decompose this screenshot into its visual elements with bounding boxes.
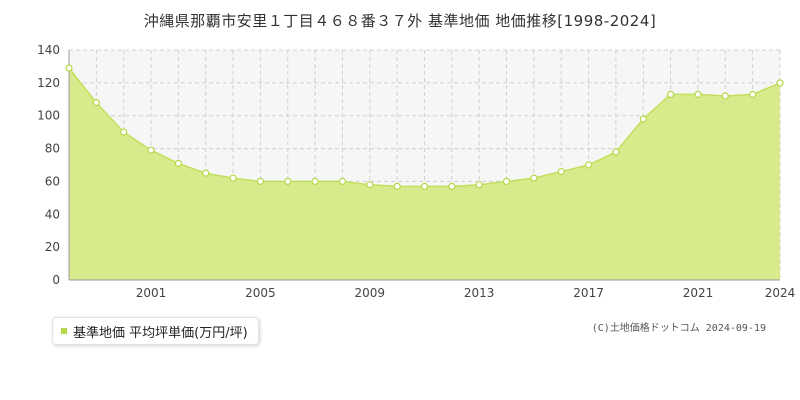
series-area <box>69 68 780 280</box>
x-tick-label: 2021 <box>683 286 714 300</box>
data-point <box>557 168 565 176</box>
credit-text: (C)土地価格ドットコム 2024-09-19 <box>591 323 766 334</box>
data-point <box>584 161 593 169</box>
data-point <box>147 146 155 154</box>
x-tick-label: 2001 <box>136 286 167 300</box>
y-tick-label: 140 <box>37 43 60 57</box>
y-tick-label: 40 <box>45 207 60 221</box>
y-tick-label: 100 <box>37 109 60 123</box>
data-point <box>311 177 319 185</box>
data-point <box>448 182 456 190</box>
data-point <box>366 181 374 189</box>
x-tick-label: 2009 <box>355 286 386 300</box>
x-tick-label: 2005 <box>245 286 276 300</box>
data-point <box>749 90 757 99</box>
legend: 基準地価 平均坪単価(万円/坪) <box>52 317 259 345</box>
data-point <box>174 159 182 167</box>
area-chart: 0 20 40 60 80 100 120 140 2001 2005 2009 2013 2017 20… <box>37 43 796 300</box>
legend-swatch <box>61 328 67 334</box>
data-point <box>612 148 620 156</box>
data-point <box>393 182 401 190</box>
data-point <box>202 169 210 177</box>
data-point <box>639 115 647 123</box>
y-tick-label: 60 <box>45 174 60 188</box>
x-tick-label: 2024 <box>765 286 796 300</box>
data-point <box>229 174 237 182</box>
data-point <box>256 177 264 185</box>
data-point <box>65 64 73 72</box>
data-point <box>420 182 429 190</box>
data-point <box>530 174 538 182</box>
y-tick-label: 20 <box>45 240 60 254</box>
y-tick-label: 80 <box>45 142 60 156</box>
y-tick-label: 0 <box>52 273 60 287</box>
data-point <box>338 177 347 185</box>
data-point <box>776 79 784 87</box>
data-point <box>284 177 292 185</box>
data-point <box>694 90 702 99</box>
legend-label: 基準地価 平均坪単価(万円/坪) <box>73 325 248 341</box>
x-tick-label: 2013 <box>464 286 495 300</box>
data-point <box>120 128 128 136</box>
x-tick-label: 2017 <box>573 286 604 300</box>
data-point <box>92 98 100 107</box>
data-point <box>721 92 729 100</box>
y-tick-label: 120 <box>37 76 60 90</box>
data-point <box>666 90 675 99</box>
data-point <box>502 177 511 185</box>
data-point <box>475 181 483 189</box>
chart-title: 沖縄県那覇市安里１丁目４６８番３７外 基準地価 地価推移[1998-2024] <box>143 12 657 30</box>
